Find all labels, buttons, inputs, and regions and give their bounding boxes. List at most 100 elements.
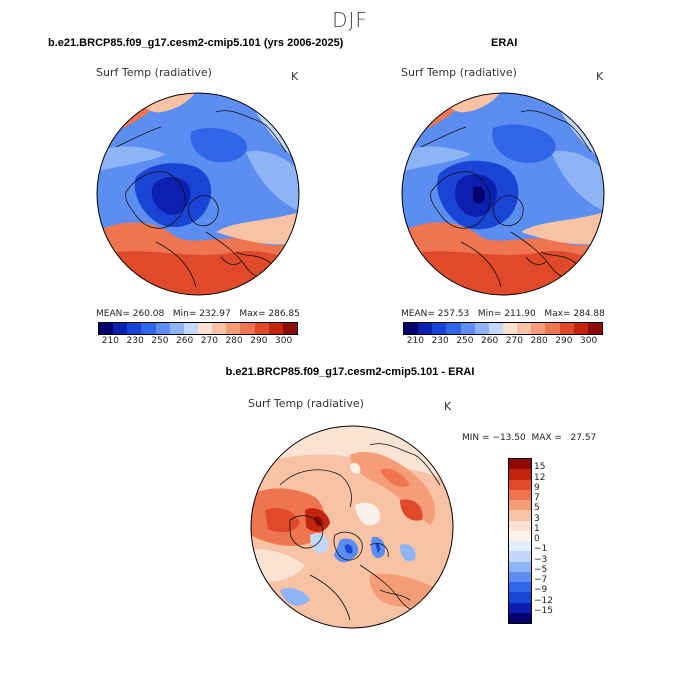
obs-min-value: 211.90	[504, 309, 536, 319]
diff-minmax: MIN = −13.50 MAX = 27.57	[462, 433, 597, 443]
colorbar-tick-label: −15	[534, 605, 553, 616]
obs-colorbar	[403, 322, 603, 335]
colorbar-swatch	[488, 323, 503, 334]
colorbar-tick-label: 1	[534, 523, 540, 534]
colorbar-tick-label: 0	[534, 534, 540, 544]
colorbar-tick-label: 300	[275, 336, 293, 346]
colorbar-tick-label: 230	[431, 336, 449, 346]
colorbar-tick-label: 230	[126, 336, 144, 346]
model-min-value: 232.97	[199, 309, 231, 319]
colorbar-tick-label: 7	[534, 493, 540, 503]
diff-polar-map	[250, 425, 454, 629]
colorbar-swatch	[509, 489, 531, 500]
colorbar-swatch	[404, 323, 419, 334]
colorbar-swatch	[545, 323, 560, 334]
colorbar-swatch	[509, 479, 531, 490]
colorbar-swatch	[141, 323, 156, 334]
model-max-value: 286.85	[268, 309, 300, 319]
colorbar-tick-label: 280	[225, 336, 243, 346]
colorbar-tick-label: 290	[250, 336, 268, 346]
model-polar-map	[96, 92, 300, 296]
colorbar-swatch	[446, 323, 461, 334]
colorbar-swatch	[432, 323, 447, 334]
colorbar-tick-label: 300	[580, 336, 598, 346]
model-panel-header: b.e21.BRCP85.f09_g17.cesm2-cmip5.101 (yr…	[48, 37, 344, 49]
colorbar-swatch	[509, 541, 531, 552]
colorbar-swatch	[197, 323, 213, 334]
diff-colorbar-ticks: 15 12 9 7 5 3 1 0 −1 −3 −5 −7 −9 −12 −15	[534, 458, 574, 622]
colorbar-swatch	[240, 323, 255, 334]
obs-colorbar-ticks: 210 230 250 260 270 280 290 300	[403, 336, 601, 348]
model-colorbar	[98, 322, 298, 335]
colorbar-swatch	[509, 551, 531, 562]
colorbar-swatch	[509, 582, 531, 593]
colorbar-swatch	[127, 323, 142, 334]
colorbar-swatch	[587, 323, 602, 334]
colorbar-swatch	[99, 323, 114, 334]
colorbar-swatch	[509, 510, 531, 521]
colorbar-swatch	[282, 323, 297, 334]
colorbar-tick-label: 9	[534, 482, 540, 493]
colorbar-swatch	[509, 520, 531, 531]
diff-units-label: K	[444, 400, 452, 413]
colorbar-tick-label: 260	[176, 336, 194, 346]
diff-panel-header: b.e21.BRCP85.f09_g17.cesm2-cmip5.101 - E…	[225, 366, 475, 378]
obs-min-label: Min=	[477, 309, 502, 319]
model-mean-value: 260.08	[132, 309, 165, 319]
model-max-label: Max=	[239, 309, 266, 319]
colorbar-swatch	[460, 323, 475, 334]
obs-panel-header: ERAI	[491, 37, 518, 49]
obs-stats: MEAN= 257.53 Min= 211.90 Max= 284.88	[401, 309, 605, 319]
colorbar-tick-label: 250	[151, 336, 169, 346]
obs-variable-label: Surf Temp (radiative)	[401, 66, 517, 79]
colorbar-tick-label: 15	[534, 462, 546, 473]
colorbar-tick-label: 290	[555, 336, 573, 346]
colorbar-tick-label: 12	[534, 472, 546, 483]
colorbar-swatch	[155, 323, 170, 334]
colorbar-swatch	[474, 323, 489, 334]
colorbar-swatch	[418, 323, 433, 334]
diff-colorbar	[508, 458, 532, 624]
colorbar-swatch	[509, 469, 531, 480]
colorbar-tick-label: 270	[505, 336, 523, 346]
colorbar-swatch	[559, 323, 574, 334]
obs-max-value: 284.88	[573, 309, 605, 319]
colorbar-swatch	[531, 323, 546, 334]
colorbar-tick-label: 210	[101, 336, 119, 346]
colorbar-swatch	[573, 323, 588, 334]
colorbar-tick-label: 270	[200, 336, 218, 346]
colorbar-swatch	[169, 323, 184, 334]
colorbar-tick-label: 260	[481, 336, 499, 346]
colorbar-tick-label: −12	[534, 595, 553, 606]
model-stats: MEAN= 260.08 Min= 232.97 Max= 286.85	[96, 309, 300, 319]
obs-max-label: Max=	[544, 309, 571, 319]
model-colorbar-ticks: 210 230 250 260 270 280 290 300	[98, 336, 296, 348]
colorbar-swatch	[509, 602, 531, 613]
colorbar-tick-label: 250	[456, 336, 474, 346]
model-mean-label: MEAN=	[96, 309, 130, 319]
colorbar-swatch	[509, 530, 531, 541]
colorbar-swatch	[509, 571, 531, 582]
obs-units-label: K	[596, 70, 604, 83]
colorbar-swatch	[509, 459, 531, 470]
colorbar-tick-label: 210	[406, 336, 424, 346]
colorbar-swatch	[268, 323, 283, 334]
diff-variable-label: Surf Temp (radiative)	[248, 397, 364, 410]
colorbar-swatch	[183, 323, 198, 334]
obs-mean-value: 257.53	[437, 309, 470, 319]
colorbar-swatch	[509, 500, 531, 511]
colorbar-swatch	[226, 323, 241, 334]
colorbar-tick-label: 5	[534, 503, 540, 514]
colorbar-swatch	[502, 323, 518, 334]
colorbar-tick-label: −3	[534, 554, 548, 565]
colorbar-swatch	[113, 323, 128, 334]
obs-mean-label: MEAN=	[401, 309, 435, 319]
colorbar-swatch	[254, 323, 269, 334]
colorbar-tick-label: −7	[534, 575, 548, 585]
colorbar-tick-label: 3	[534, 513, 540, 524]
colorbar-swatch	[509, 561, 531, 572]
model-min-label: Min=	[172, 309, 197, 319]
model-variable-label: Surf Temp (radiative)	[96, 66, 212, 79]
colorbar-tick-label: −9	[534, 585, 548, 596]
colorbar-swatch	[517, 323, 532, 334]
